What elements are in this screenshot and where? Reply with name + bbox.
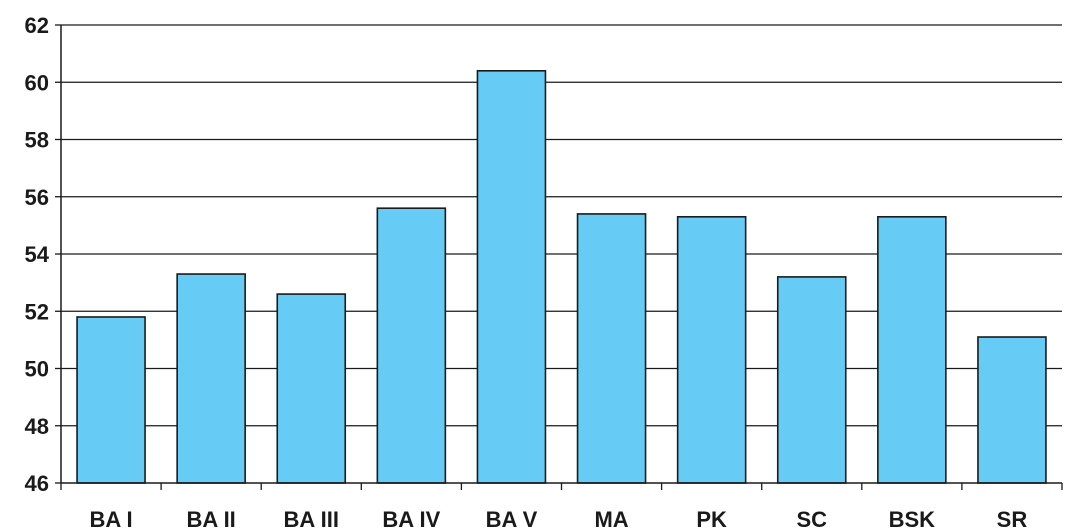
x-tick-label: SR	[997, 507, 1028, 532]
y-tick-label: 50	[25, 357, 49, 382]
bar	[676, 215, 747, 484]
bars	[76, 70, 1047, 484]
bar	[476, 70, 547, 484]
x-tick-label: BA II	[187, 507, 236, 532]
x-tick-label: BA I	[89, 507, 132, 532]
bar	[576, 213, 647, 484]
y-tick-label: 60	[25, 70, 49, 95]
bar	[977, 336, 1047, 484]
x-tick-label: BSK	[889, 507, 936, 532]
bar	[276, 293, 347, 484]
x-tick-label: BA III	[284, 507, 339, 532]
x-tick-label: BA IV	[382, 507, 440, 532]
bar	[776, 276, 847, 484]
y-tick-label: 52	[25, 299, 49, 324]
axes	[55, 24, 1063, 490]
bar	[877, 215, 947, 484]
x-tick-label: MA	[594, 507, 628, 532]
bar	[176, 273, 246, 484]
y-tick-label: 54	[25, 242, 50, 267]
x-tick-label: BA V	[486, 507, 538, 532]
y-tick-label: 46	[25, 471, 49, 496]
y-tick-label: 62	[25, 13, 49, 38]
y-tick-label: 48	[25, 414, 49, 439]
x-tick-label: PK	[696, 507, 727, 532]
x-tick-label: SC	[796, 507, 827, 532]
bar	[76, 316, 146, 484]
y-tick-label: 56	[25, 185, 49, 210]
y-tick-label: 58	[25, 128, 49, 153]
bar	[376, 207, 447, 484]
x-tick-labels: BA I BA II BA III BA IV BA V MA PK SC BSK SR	[89, 507, 1027, 532]
y-tick-labels: 46 48 50 52 54 56 58 60 62	[25, 13, 50, 496]
